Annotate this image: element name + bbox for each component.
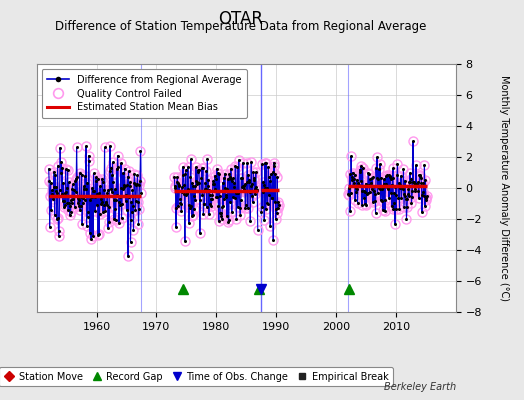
Text: OTAR: OTAR	[219, 10, 264, 28]
Text: Difference of Station Temperature Data from Regional Average: Difference of Station Temperature Data f…	[56, 20, 427, 33]
Text: Berkeley Earth: Berkeley Earth	[384, 382, 456, 392]
Y-axis label: Monthly Temperature Anomaly Difference (°C): Monthly Temperature Anomaly Difference (…	[499, 75, 509, 301]
Legend: Station Move, Record Gap, Time of Obs. Change, Empirical Break: Station Move, Record Gap, Time of Obs. C…	[0, 367, 393, 386]
